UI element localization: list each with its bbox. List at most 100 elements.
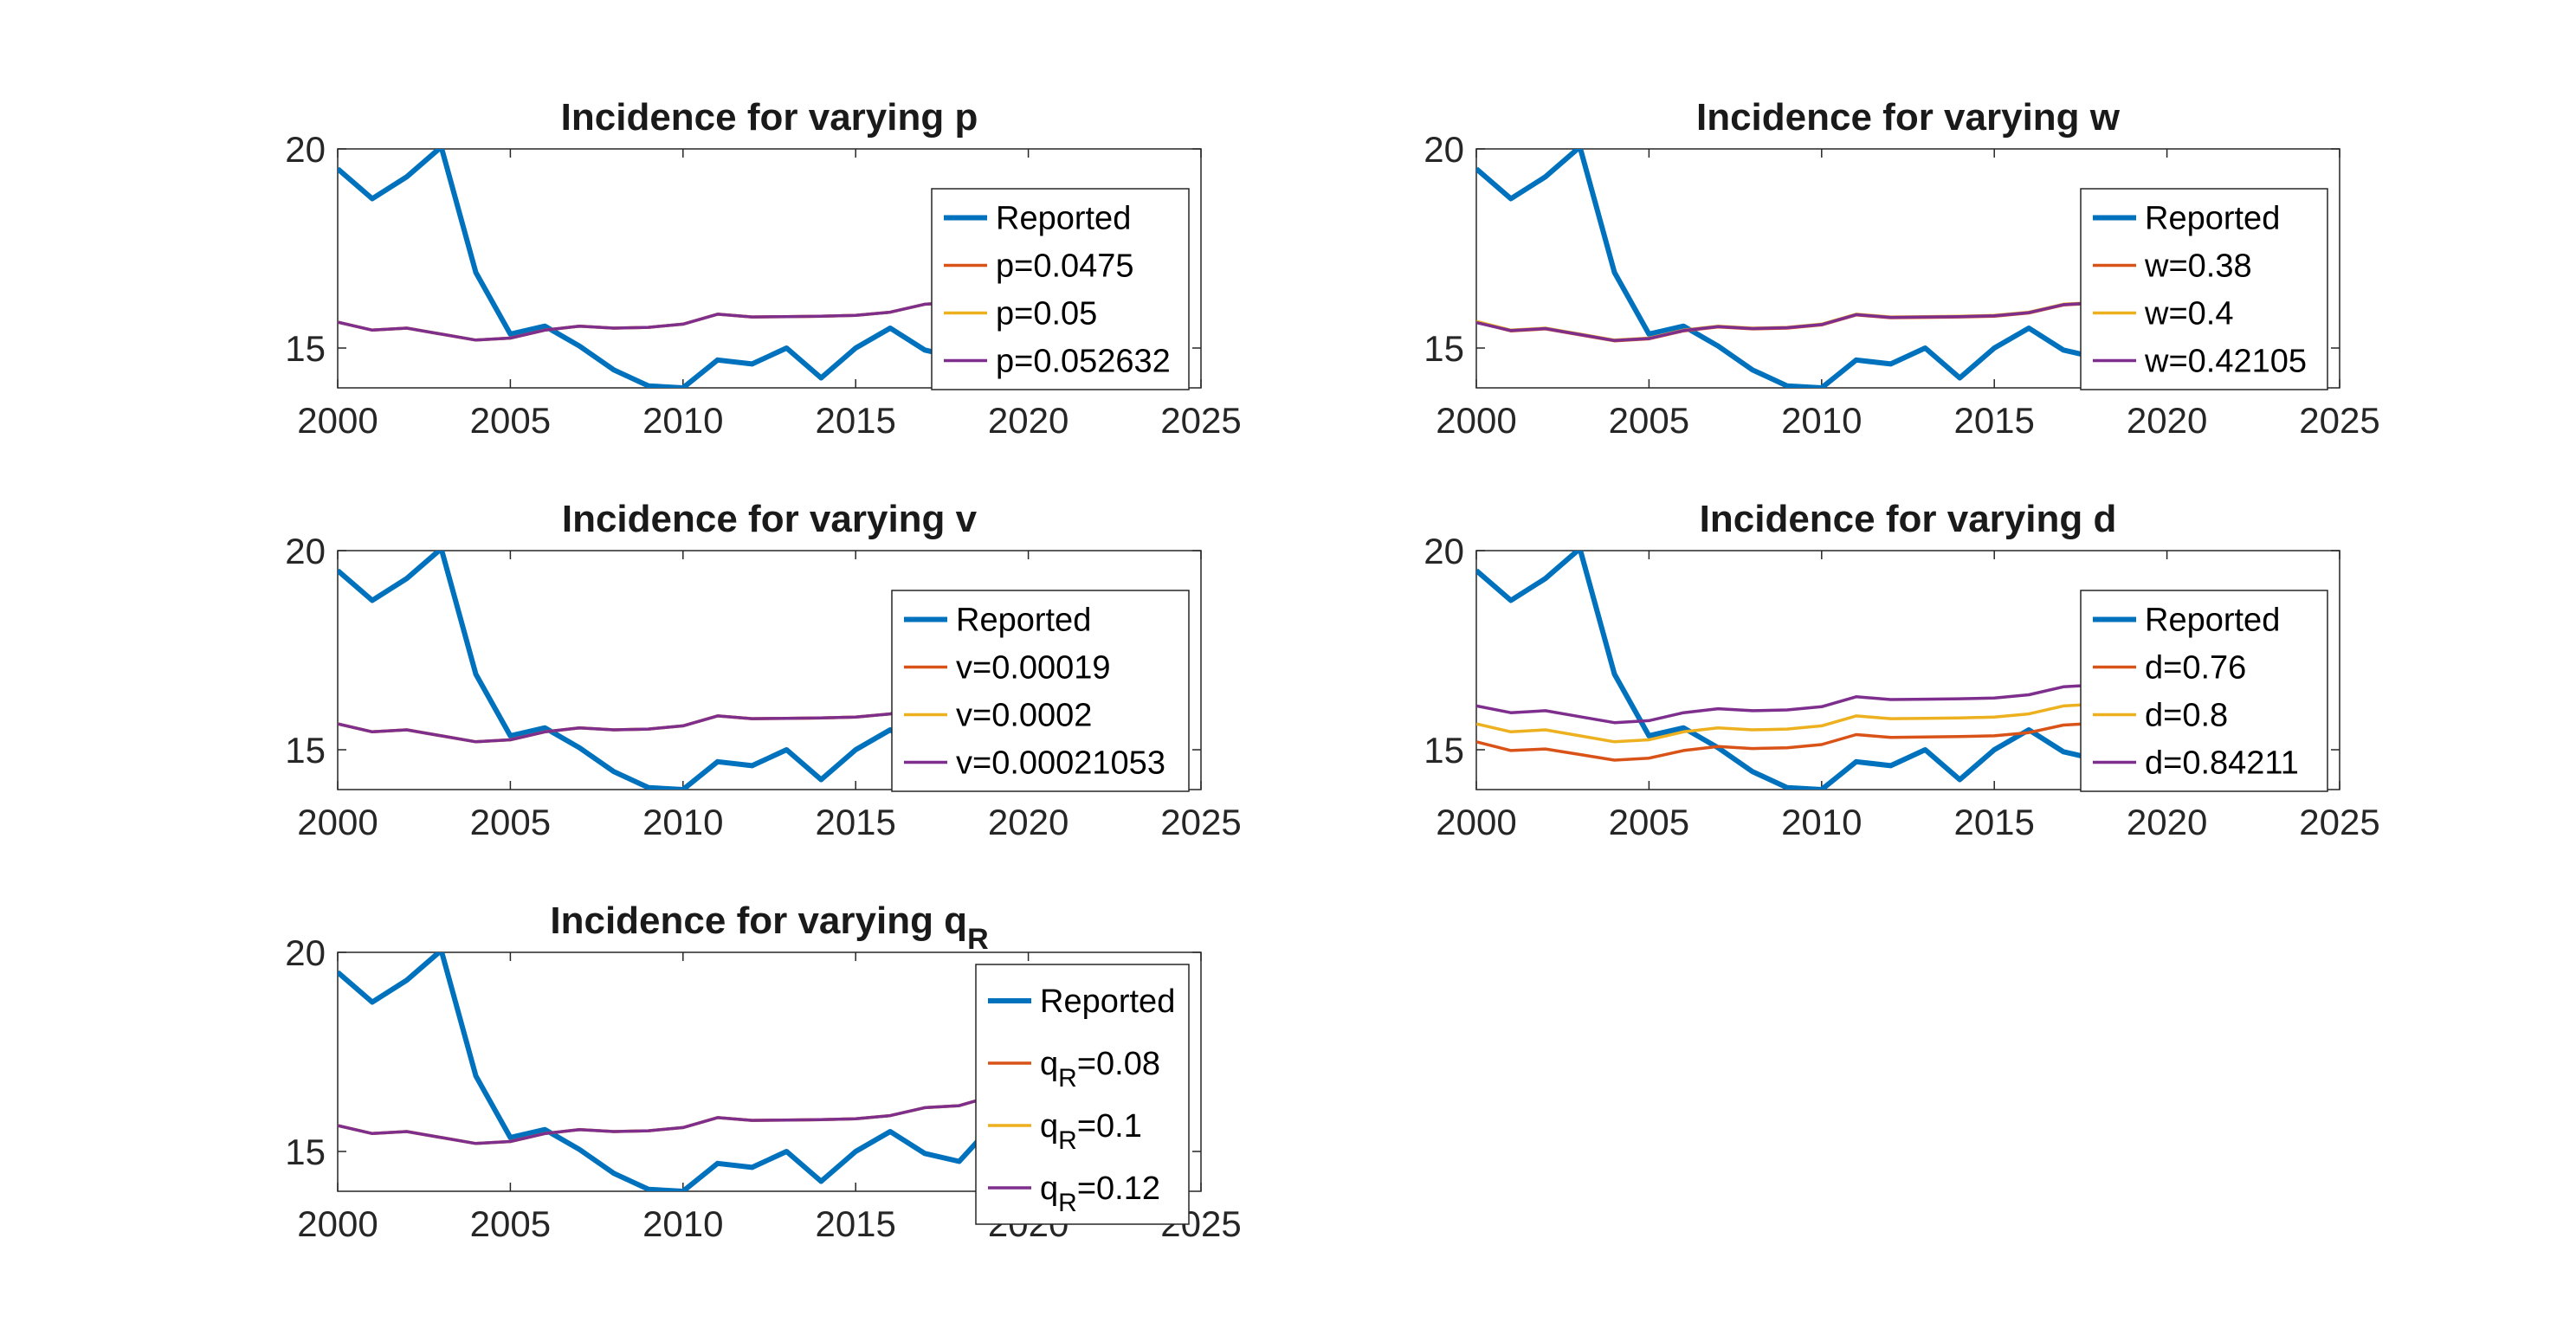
chart-title-text: Incidence for varying v <box>562 498 978 540</box>
y-tick-label: 15 <box>285 328 326 369</box>
legend-box <box>975 964 1190 1225</box>
legend-entry-name: w=0.42105 <box>2144 344 2307 380</box>
panel-4: 2000 2005 2010 2015 2020 2025 15 20 Incidence fo… <box>1424 498 2379 842</box>
x-tick-label: 2010 <box>1781 802 1862 842</box>
legend-entry-name: v=0.00021053 <box>956 745 1165 782</box>
legend-entry: d=0.8 <box>2145 698 2228 734</box>
y-tick-label: 15 <box>1424 328 1464 369</box>
legend-entry: Reported <box>2145 603 2280 639</box>
series-line-3 <box>1476 673 2134 725</box>
legend-box <box>2080 188 2328 390</box>
legend-entry: v=0.00019 <box>956 650 1111 687</box>
legend-entry-suffix: =0.12 <box>1077 1171 1160 1207</box>
chart-title: Incidence for varying v <box>562 498 978 540</box>
legend-entry-name: v=0.00019 <box>956 650 1111 687</box>
legend-entry: p=0.05 <box>996 296 1097 332</box>
legend-entry-suffix: =0.1 <box>1077 1108 1142 1145</box>
series-line-3 <box>338 692 995 744</box>
x-tick-label: 2025 <box>2299 802 2379 842</box>
legend-entry-name: d=0.84211 <box>2145 745 2299 782</box>
chart-title: Incidence for varying d <box>1700 498 2117 540</box>
legend: Reported d=0.76 d=0.8 d=0.84211 <box>2080 590 2328 792</box>
chart-title-text: Incidence for varying q <box>550 900 967 942</box>
legend-entry-name: Reported <box>1040 984 1175 1020</box>
legend: Reported v=0.00019 v=0.0002 v=0.00021053 <box>891 590 1190 792</box>
chart-title-text: Incidence for varying d <box>1700 498 2117 540</box>
legend-entry: d=0.76 <box>2145 650 2246 687</box>
legend-entry-name: Reported <box>956 603 1091 639</box>
legend-entry-name: p=0.0475 <box>996 248 1134 285</box>
legend-entry-name: q <box>1040 1046 1058 1082</box>
legend-entry-name: q <box>1040 1108 1058 1145</box>
x-tick-label: 2015 <box>1953 802 2034 842</box>
chart-title-text: Incidence for varying w <box>1696 96 2121 139</box>
legend-entry-subscript: R <box>1058 1189 1077 1217</box>
y-tick-label: 15 <box>285 1132 326 1172</box>
legend-entry-name: p=0.052632 <box>996 344 1171 380</box>
panel-3: 2000 2005 2010 2015 2020 2025 15 20 Incidence fo… <box>285 498 1241 842</box>
series-line-reported <box>1476 149 2170 388</box>
series-line-reported <box>338 952 1031 1191</box>
legend-entry-name: v=0.0002 <box>956 698 1092 734</box>
legend-entry: d=0.84211 <box>2145 745 2299 782</box>
legend-entry-name: d=0.76 <box>2145 650 2246 687</box>
legend-entry: w=0.4 <box>2144 296 2233 332</box>
legend-entry-subscript: R <box>1058 1064 1077 1093</box>
x-tick-label: 2010 <box>642 400 723 441</box>
x-tick-label: 2010 <box>642 802 723 842</box>
chart-title: Incidence for varying w <box>1696 96 2121 139</box>
legend-entry-name: Reported <box>996 201 1131 237</box>
x-tick-label: 2025 <box>2299 400 2379 441</box>
y-tick-label: 20 <box>285 129 326 170</box>
legend-box <box>931 188 1190 390</box>
x-tick-label: 2010 <box>1781 400 1862 441</box>
y-tick-label: 15 <box>285 730 326 771</box>
chart-title-text: Incidence for varying p <box>561 96 978 139</box>
legend-entry: qR=0.1 <box>1040 1108 1142 1155</box>
y-tick-label: 20 <box>285 531 326 571</box>
legend-entry: Reported <box>996 201 1131 237</box>
x-tick-label: 2025 <box>1160 400 1241 441</box>
x-tick-label: 2025 <box>1160 802 1241 842</box>
x-tick-label: 2005 <box>470 400 551 441</box>
legend-entry: Reported <box>956 603 1091 639</box>
axes-box <box>337 951 1202 1192</box>
chart-title: Incidence for varying p <box>561 96 978 139</box>
series-line-reported <box>1476 551 2170 790</box>
legend-entry: v=0.0002 <box>956 698 1092 734</box>
x-tick-label: 2010 <box>642 1203 723 1244</box>
legend-entry-name: w=0.4 <box>2144 296 2233 332</box>
series-line-2 <box>1476 692 2134 744</box>
legend-entry-name: Reported <box>2145 201 2280 237</box>
series-line-3 <box>1476 291 2134 343</box>
x-tick-label: 2005 <box>1609 802 1689 842</box>
legend-entry: Reported <box>2145 201 2280 237</box>
y-tick-label: 15 <box>1424 730 1464 771</box>
x-tick-label: 2020 <box>2127 400 2207 441</box>
chart-title: Incidence for varying qR <box>550 900 988 956</box>
x-tick-label: 2015 <box>815 400 895 441</box>
legend-box <box>891 590 1190 792</box>
x-tick-label: 2020 <box>2127 802 2207 842</box>
x-tick-label: 2005 <box>1609 400 1689 441</box>
legend-entry: qR=0.12 <box>1040 1171 1160 1217</box>
legend-entry: p=0.052632 <box>996 344 1171 380</box>
chart-title-subscript: R <box>967 923 989 956</box>
legend-entry-name: w=0.38 <box>2144 248 2252 285</box>
panel-2: 2000 2005 2010 2015 2020 2025 15 20 Incidence fo… <box>1424 96 2379 441</box>
x-tick-label: 2020 <box>988 400 1068 441</box>
x-tick-label: 2000 <box>1436 400 1516 441</box>
legend-box <box>2080 590 2328 792</box>
legend-entry-suffix: =0.08 <box>1077 1046 1160 1082</box>
legend-entry-name: p=0.05 <box>996 296 1097 332</box>
legend-entry-name: d=0.8 <box>2145 698 2228 734</box>
axes-box <box>337 550 1202 790</box>
legend: Reported p=0.0475 p=0.05 p=0.052632 <box>931 188 1190 390</box>
x-tick-label: 2000 <box>1436 802 1516 842</box>
legend-entry: p=0.0475 <box>996 248 1134 285</box>
series-line-3 <box>338 290 995 342</box>
legend-entry: v=0.00021053 <box>956 745 1165 782</box>
legend-entry: qR=0.08 <box>1040 1046 1160 1093</box>
x-tick-label: 2005 <box>470 802 551 842</box>
legend-entry: w=0.42105 <box>2144 344 2307 380</box>
